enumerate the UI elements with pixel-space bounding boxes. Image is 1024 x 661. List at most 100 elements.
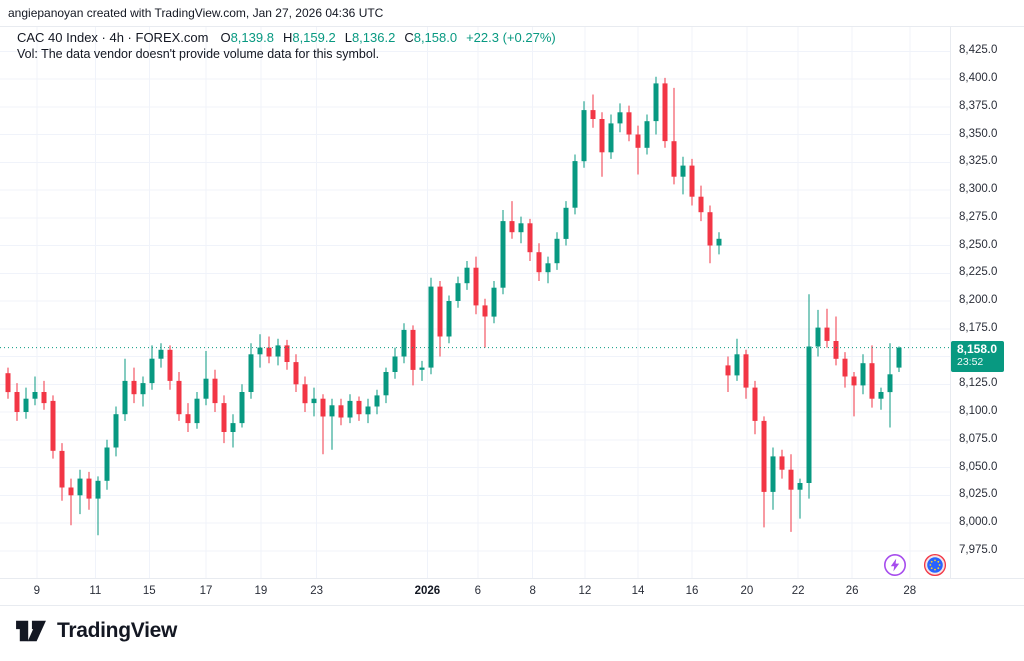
candle-up (113, 414, 119, 448)
candle-down (293, 362, 299, 385)
candle-down (176, 380, 182, 415)
candle-up (680, 165, 686, 177)
time-axis-label: 9 (33, 585, 40, 597)
candle-up (734, 354, 740, 376)
candle-down (482, 305, 488, 317)
candle-down (5, 373, 11, 393)
candle-up (797, 483, 803, 490)
candle-up (203, 378, 209, 399)
candle-down (590, 110, 596, 119)
price-axis-label: 8,225.0 (959, 266, 998, 279)
widget-bottom-border (0, 605, 1024, 606)
candle-up (716, 238, 722, 246)
candle-down (833, 341, 839, 359)
candle-up (608, 123, 614, 153)
ohlc-values: O8,139.8 H8,159.2 L8,136.2 C8,158.0 (220, 30, 466, 45)
candle-down (473, 267, 479, 306)
candle-up (257, 347, 263, 355)
tradingview-logo-mark (16, 620, 46, 642)
candle-down (527, 223, 533, 253)
candle-up (464, 267, 470, 284)
candle-down (68, 487, 74, 496)
candle-up (572, 161, 578, 208)
time-axis-label: 17 (199, 585, 213, 597)
time-axis-label: 19 (254, 585, 268, 597)
candles-layer (5, 76, 902, 536)
candle-down (851, 376, 857, 386)
candle-down (689, 165, 695, 197)
candle-up (248, 354, 254, 392)
last-price-badge: 8,158.0 23:52 (951, 341, 1004, 373)
ohlc-pair: H8,159.2 (282, 30, 336, 45)
candle-up (446, 301, 452, 337)
price-axis-label: 8,325.0 (959, 155, 998, 168)
candle-up (239, 392, 245, 424)
candle-up (644, 121, 650, 148)
candle-up (617, 112, 623, 124)
price-axis-label: 8,250.0 (959, 238, 998, 251)
candle-up (158, 349, 164, 359)
candle-down (302, 384, 308, 404)
time-axis-label: 23 (310, 585, 324, 597)
candle-down (320, 398, 326, 417)
candle-up (95, 480, 101, 499)
candle-up (104, 447, 110, 481)
candle-down (725, 365, 731, 376)
candle-up (860, 363, 866, 386)
price-axis-label: 8,350.0 (959, 127, 998, 140)
price-axis-label: 8,075.0 (959, 432, 998, 445)
candle-up (770, 456, 776, 492)
candle-down (437, 286, 443, 337)
price-axis[interactable]: 8,425.0 8,400.0 8,375.0 8,350.0 8,325.0 8,300… (950, 0, 1024, 578)
candle-down (662, 83, 668, 142)
time-axis-label: 12 (578, 585, 592, 597)
candle-down (743, 354, 749, 388)
attribution-text: angiepanoyan created with TradingView.co… (8, 6, 384, 20)
price-axis-label: 8,175.0 (959, 321, 998, 334)
time-axis-label: 11 (89, 585, 102, 597)
candlestick-chart[interactable] (0, 0, 950, 606)
candle-up (392, 356, 398, 372)
candle-up (419, 367, 425, 370)
candle-up (140, 383, 146, 395)
chart-status-icons (883, 553, 947, 577)
candle-down (761, 420, 767, 492)
price-axis-label: 8,125.0 (959, 377, 998, 390)
candle-up (653, 83, 659, 122)
candle-down (266, 347, 272, 357)
candle-down (131, 380, 137, 395)
widget-top-border (0, 26, 1024, 27)
candle-up (815, 327, 821, 347)
price-axis-label: 8,100.0 (959, 405, 998, 417)
time-axis-label: 20 (740, 585, 754, 597)
candle-up (455, 283, 461, 301)
candle-up (77, 478, 83, 496)
candle-down (14, 392, 20, 412)
eu-flag-icon[interactable] (923, 553, 947, 577)
tradingview-logo[interactable]: TradingView (14, 617, 177, 645)
time-axis-label: 6 (474, 585, 481, 597)
candle-up (122, 380, 128, 415)
candle-down (788, 469, 794, 490)
symbol-title[interactable]: CAC 40 Index · 4h · FOREX.com (17, 30, 209, 45)
tradingview-logo-text: TradingView (57, 619, 178, 642)
candle-up (563, 207, 569, 239)
lightning-icon[interactable] (883, 553, 907, 577)
chart-legend: CAC 40 Index · 4h · FOREX.com O8,139.8 H8,… (17, 30, 556, 62)
footer: TradingView (14, 617, 177, 645)
candle-up (428, 286, 434, 368)
candle-up (491, 287, 497, 317)
time-axis[interactable]: 9 11 15 17 19 23 2026 6 8 12 14 16 20 22 26 28 (0, 578, 950, 605)
candle-down (626, 112, 632, 135)
volume-note: Vol: The data vendor doesn't provide vol… (17, 47, 380, 61)
candle-up (896, 347, 902, 368)
price-axis-border (950, 26, 951, 579)
candle-up (365, 406, 371, 415)
price-axis-label: 8,375.0 (959, 99, 998, 112)
candle-up (32, 392, 38, 399)
ohlc-pair: C8,158.0 (404, 30, 458, 45)
candle-down (50, 400, 56, 451)
candle-up (401, 329, 407, 357)
ohlc-pair: O8,139.8 (220, 30, 274, 45)
